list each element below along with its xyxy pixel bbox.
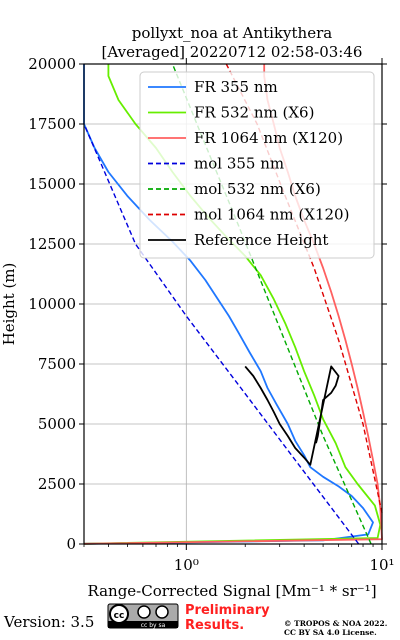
license-badge-text: cc by sa: [141, 622, 166, 629]
cc-icon-label: cc: [114, 611, 125, 621]
y-tick-label: 15000: [28, 175, 76, 193]
legend-label: mol 1064 nm (X120): [194, 206, 349, 224]
series-line-reference-height: [244, 365, 340, 466]
y-tick-label: 20000: [28, 55, 76, 73]
legend-box: [139, 71, 375, 259]
y-tick-label: 12500: [28, 235, 76, 253]
y-tick-label: 17500: [28, 115, 76, 133]
legend-label: FR 1064 nm (X120): [194, 129, 343, 147]
y-axis-label: Height (m): [0, 263, 18, 346]
legend-label: Reference Height: [194, 231, 328, 249]
series-line-mol-355-nm: [83, 123, 360, 545]
version-label: Version: 3.5: [3, 613, 94, 631]
x-tick-label: 10¹: [369, 556, 394, 574]
legend-label: mol 532 nm (X6): [194, 180, 321, 198]
preliminary-label-line1: Preliminary: [185, 603, 270, 618]
x-tick-label: 10⁰: [174, 556, 199, 574]
y-tick-label: 2500: [38, 475, 76, 493]
y-tick-label: 5000: [38, 415, 76, 433]
chart-subtitle: [Averaged] 20220712 02:58-03:46: [102, 43, 363, 61]
y-tick-label: 7500: [38, 355, 76, 373]
legend-label: FR 532 nm (X6): [194, 104, 314, 122]
chart-title: pollyxt_noa at Antikythera: [132, 24, 332, 42]
license-badge-strip: [108, 621, 178, 628]
series-line-mol-532-nm-x6: [171, 63, 372, 545]
footer: Version: 3.5 cc cc by sa Preliminary Res…: [3, 603, 387, 637]
cc-icon: [109, 604, 129, 624]
copyright-line1: © TROPOS & NOA 2022.: [284, 619, 387, 628]
x-axis-label: Range-Corrected Signal [Mm⁻¹ * sr⁻¹]: [87, 582, 376, 600]
by-icon: [137, 605, 151, 619]
legend-label: FR 355 nm: [194, 78, 278, 96]
legend-label: mol 355 nm: [194, 155, 284, 173]
legend: FR 355 nm FR 532 nm (X6) FR 1064 nm (X120)…: [139, 71, 375, 259]
plot-area: 0 2500 5000 7500 10000 12500 15000 17500 20000 10…: [28, 55, 394, 574]
cc-license-badge: cc cc by sa: [107, 603, 179, 629]
copyright-line2: CC BY SA 4.0 License.: [284, 628, 377, 637]
sa-icon: [155, 605, 169, 619]
series-line-fr-355-nm: [83, 64, 374, 545]
axis-ticks: 0 2500 5000 7500 10000 12500 15000 17500 20000 10…: [28, 55, 394, 574]
y-tick-label: 0: [66, 535, 76, 553]
y-tick-label: 10000: [28, 295, 76, 313]
preliminary-label-line2: Results.: [185, 618, 244, 633]
